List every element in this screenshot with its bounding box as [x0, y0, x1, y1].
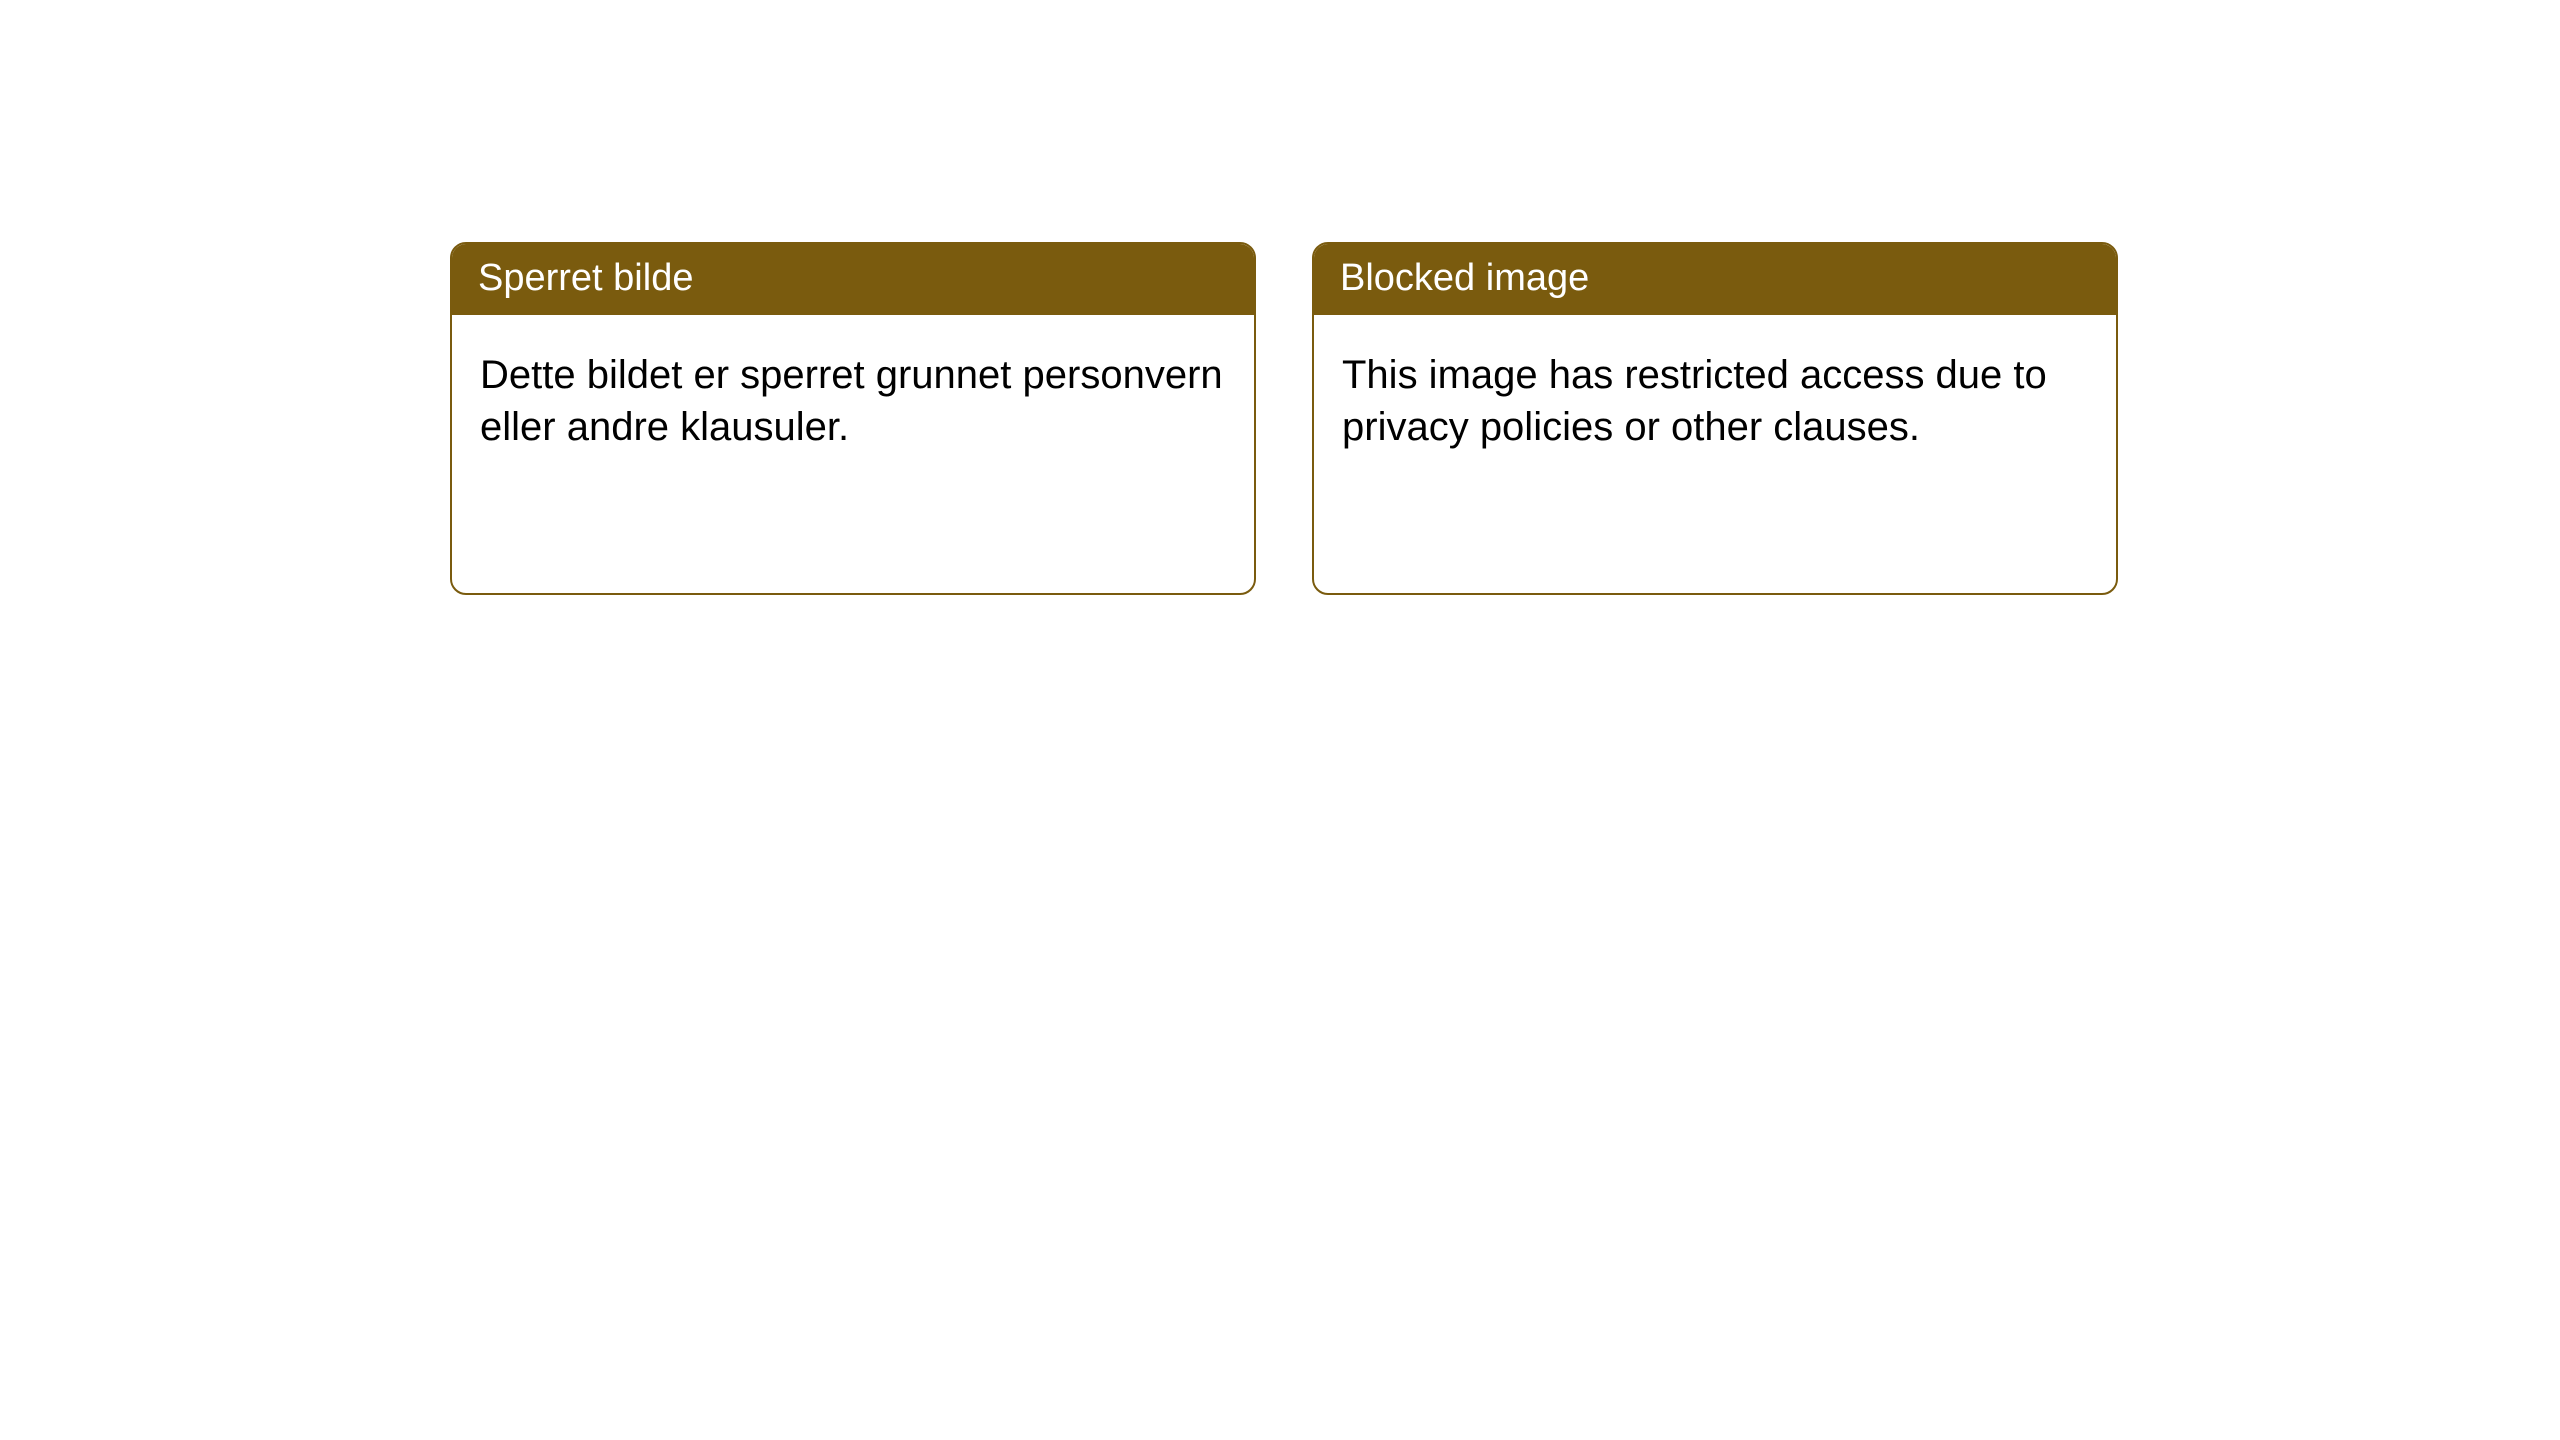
notice-body: Dette bildet er sperret grunnet personve…: [452, 315, 1254, 593]
notice-body: This image has restricted access due to …: [1314, 315, 2116, 593]
notice-card-norwegian: Sperret bilde Dette bildet er sperret gr…: [450, 242, 1256, 595]
notice-text: Dette bildet er sperret grunnet personve…: [480, 349, 1226, 453]
notice-card-english: Blocked image This image has restricted …: [1312, 242, 2118, 595]
notice-text: This image has restricted access due to …: [1342, 349, 2088, 453]
notice-container: Sperret bilde Dette bildet er sperret gr…: [0, 0, 2560, 595]
notice-header: Blocked image: [1314, 244, 2116, 315]
notice-header: Sperret bilde: [452, 244, 1254, 315]
